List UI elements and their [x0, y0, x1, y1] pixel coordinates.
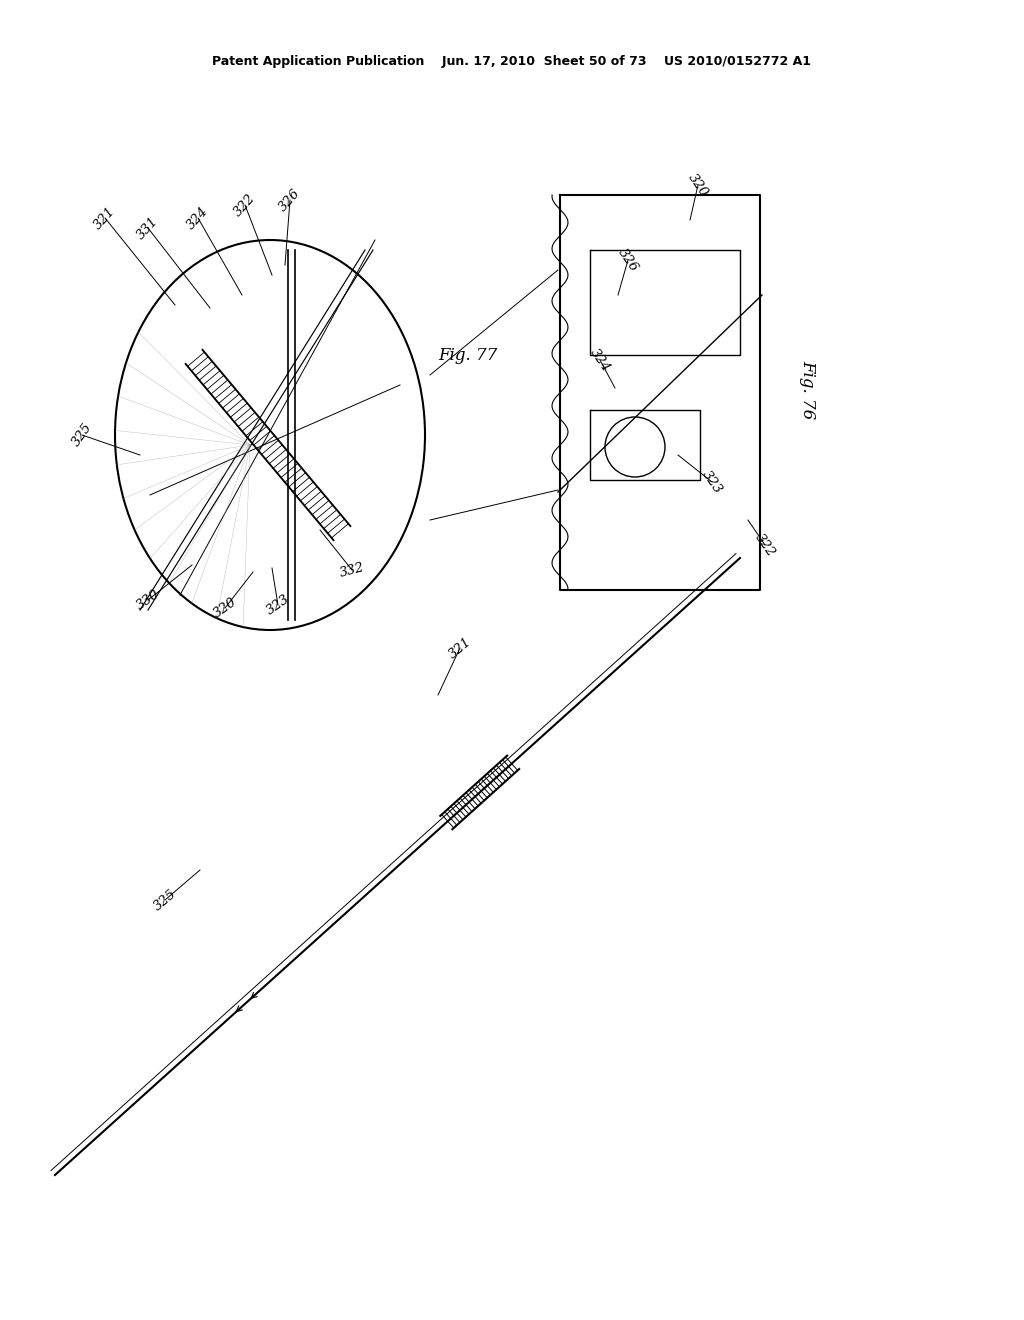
Text: 320: 320 [685, 172, 711, 199]
Text: 330: 330 [134, 587, 162, 612]
Text: 323: 323 [264, 593, 292, 618]
Text: 326: 326 [276, 186, 303, 214]
Text: 321: 321 [446, 635, 474, 661]
Text: 320: 320 [211, 595, 239, 620]
Text: Patent Application Publication    Jun. 17, 2010  Sheet 50 of 73    US 2010/01527: Patent Application Publication Jun. 17, … [213, 55, 811, 69]
Text: 331: 331 [135, 214, 161, 242]
Text: 325: 325 [152, 887, 179, 913]
Text: 321: 321 [92, 205, 118, 232]
Text: 324: 324 [184, 205, 211, 232]
Text: 322: 322 [231, 191, 258, 219]
Text: 325: 325 [70, 421, 94, 449]
Text: 326: 326 [615, 246, 641, 275]
Text: Fig. 77: Fig. 77 [438, 346, 498, 363]
Text: 323: 323 [699, 469, 725, 496]
Text: 324: 324 [588, 346, 612, 374]
Text: 332: 332 [338, 561, 366, 579]
Text: Fig. 76: Fig. 76 [800, 360, 816, 420]
Text: 322: 322 [753, 531, 777, 558]
